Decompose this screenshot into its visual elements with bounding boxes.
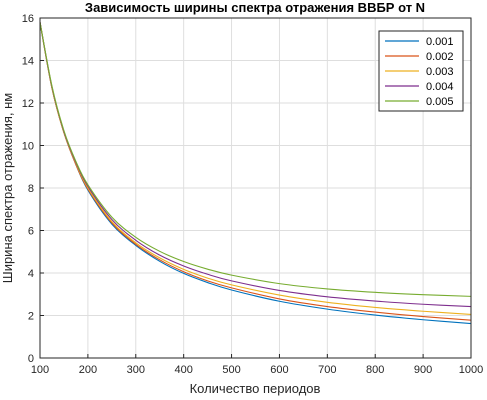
y-axis-label: Ширина спектра отражения, нм xyxy=(0,93,15,283)
y-tick-label: 2 xyxy=(28,311,34,323)
chart-title: Зависимость ширины спектра отражения ВВБ… xyxy=(85,0,425,15)
x-tick-label: 900 xyxy=(414,364,432,376)
x-tick-label: 400 xyxy=(174,364,192,376)
y-tick-label: 12 xyxy=(22,98,34,110)
x-tick-label: 1000 xyxy=(459,364,483,376)
y-tick-label: 16 xyxy=(22,13,34,25)
legend-label-0.004: 0.004 xyxy=(426,81,454,93)
x-tick-label: 700 xyxy=(318,364,336,376)
series-lines xyxy=(39,22,472,325)
y-tick-label: 10 xyxy=(22,141,34,153)
y-tick-label: 6 xyxy=(28,226,34,238)
x-tick-label: 500 xyxy=(222,364,240,376)
y-tick-label: 8 xyxy=(28,183,34,195)
legend-label-0.005: 0.005 xyxy=(426,96,454,108)
axis-ticks: 100 200 300 400 500 600 700 800 900 1000 0 2 4 6 8 10 12… xyxy=(22,13,483,376)
x-tick-label: 100 xyxy=(31,364,49,376)
y-tick-label: 14 xyxy=(22,56,34,68)
series-line-0.005 xyxy=(39,22,472,297)
y-tick-label: 0 xyxy=(28,353,34,365)
x-tick-label: 600 xyxy=(270,364,288,376)
legend-label-0.003: 0.003 xyxy=(426,66,454,78)
x-tick-label: 200 xyxy=(79,364,97,376)
y-tick-label: 4 xyxy=(28,268,34,280)
x-tick-label: 800 xyxy=(366,364,384,376)
legend: 0.001 0.002 0.003 0.004 0.005 xyxy=(378,30,464,112)
legend-label-0.002: 0.002 xyxy=(426,51,454,63)
legend-label-0.001: 0.001 xyxy=(426,36,454,48)
x-tick-label: 300 xyxy=(127,364,145,376)
x-axis-label: Количество периодов xyxy=(190,381,321,396)
